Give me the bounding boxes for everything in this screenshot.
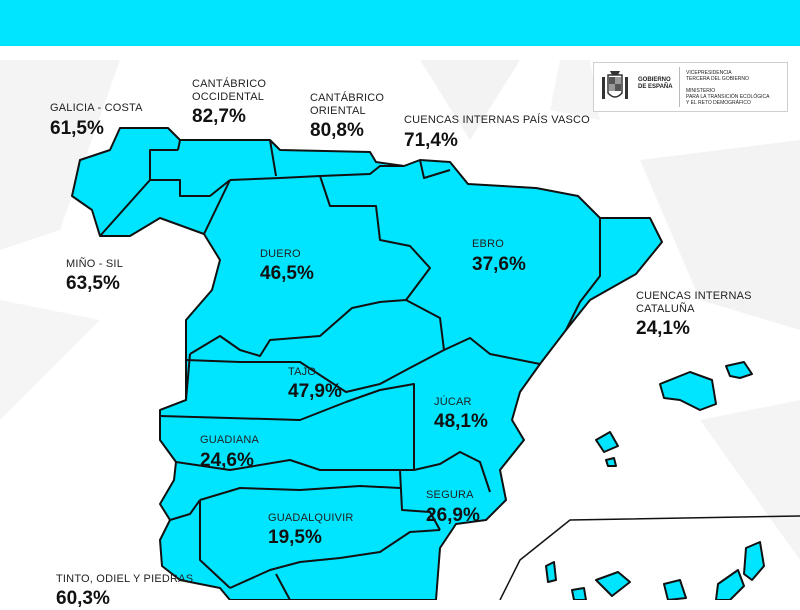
- gobierno-line: DE ESPAÑA: [638, 84, 673, 90]
- region-label-tajo: TAJO: [288, 366, 317, 378]
- spain-coat-of-arms-icon: [602, 71, 628, 99]
- region-value-jucar: 48,1%: [434, 411, 488, 432]
- region-value-cantabrico-occidental: 82,7%: [192, 106, 246, 127]
- label-line: CANTÁBRICO: [192, 78, 267, 90]
- menorca-island: [725, 361, 753, 379]
- ministry-line: MINISTERIO: [686, 88, 716, 94]
- region-value-ebro: 37,6%: [472, 254, 526, 275]
- region-label-cuencas-internas-pais-vasco: CUENCAS INTERNAS PAÍS VASCO: [404, 114, 590, 126]
- label-line: OCCIDENTAL: [192, 91, 265, 103]
- region-value-tajo: 47,9%: [288, 381, 342, 402]
- logo-divider: [679, 67, 680, 107]
- region-label-mino-sil: MIÑO - SIL: [66, 258, 124, 270]
- region-label-guadalquivir: GUADALQUIVIR: [268, 512, 354, 524]
- region-value-duero: 46,5%: [260, 263, 314, 284]
- region-label-segura: SEGURA: [426, 489, 474, 501]
- gobierno-line: GOBIERNO: [638, 77, 671, 83]
- region-label-ebro: EBRO: [472, 238, 504, 250]
- region-value-mino-sil: 63,5%: [66, 273, 120, 294]
- gobierno-text: GOBIERNO DE ESPAÑA: [638, 77, 673, 91]
- government-logo: GOBIERNO DE ESPAÑA VICEPRESIDENCIA TERCE…: [593, 62, 788, 112]
- label-line: CANTÁBRICO: [310, 92, 385, 104]
- region-label-cuencas-internas-cataluna: CUENCAS INTERNAS CATALUÑA: [636, 290, 752, 316]
- region-value-guadiana: 24,6%: [200, 450, 254, 471]
- region-label-cantabrico-occidental: CANTÁBRICO OCCIDENTAL: [192, 78, 266, 104]
- mallorca-island: [659, 371, 717, 411]
- region-label-galicia-costa: GALICIA - COSTA: [50, 102, 143, 114]
- la-gomera-island: [571, 587, 587, 600]
- region-label-jucar: JÚCAR: [434, 396, 472, 408]
- peninsula-outline: [71, 127, 663, 600]
- region-label-cantabrico-oriental: CANTÁBRICO ORIENTAL: [310, 92, 384, 118]
- tenerife-island: [595, 571, 631, 597]
- fuerteventura-island: [715, 569, 745, 600]
- region-value-cuencas-internas-pais-vasco: 71,4%: [404, 130, 458, 151]
- ministry-text: VICEPRESIDENCIA TERCERA DEL GOBIERNO MIN…: [686, 70, 769, 106]
- top-bar: [0, 0, 800, 46]
- label-line: CUENCAS INTERNAS: [636, 290, 752, 302]
- region-label-tinto-odiel-piedras: TINTO, ODIEL Y PIEDRAS: [56, 573, 194, 585]
- region-label-duero: DUERO: [260, 248, 301, 260]
- region-value-cantabrico-oriental: 80,8%: [310, 120, 364, 141]
- la-palma-island: [545, 561, 557, 583]
- region-value-guadalquivir: 19,5%: [268, 527, 322, 548]
- ministry-line: TERCERA DEL GOBIERNO: [686, 76, 749, 82]
- region-value-tinto-odiel-piedras: 60,3%: [56, 588, 110, 609]
- formentera-island: [605, 457, 617, 467]
- region-value-segura: 26,9%: [426, 505, 480, 526]
- canary-inset-frame: [499, 515, 800, 600]
- label-line: CATALUÑA: [636, 303, 695, 315]
- ministry-line: PARA LA TRANSICIÓN ECOLÓGICA: [686, 94, 770, 100]
- region-value-galicia-costa: 61,5%: [50, 118, 104, 139]
- ministry-line: Y EL RETO DEMOGRÁFICO: [686, 100, 751, 106]
- label-line: ORIENTAL: [310, 105, 366, 117]
- ministry-line: VICEPRESIDENCIA: [686, 70, 732, 76]
- ibiza-island: [595, 431, 619, 453]
- lanzarote-island: [743, 541, 765, 581]
- gran-canaria-island: [663, 579, 687, 600]
- region-value-cuencas-internas-cataluna: 24,1%: [636, 318, 690, 339]
- region-label-guadiana: GUADIANA: [200, 434, 260, 446]
